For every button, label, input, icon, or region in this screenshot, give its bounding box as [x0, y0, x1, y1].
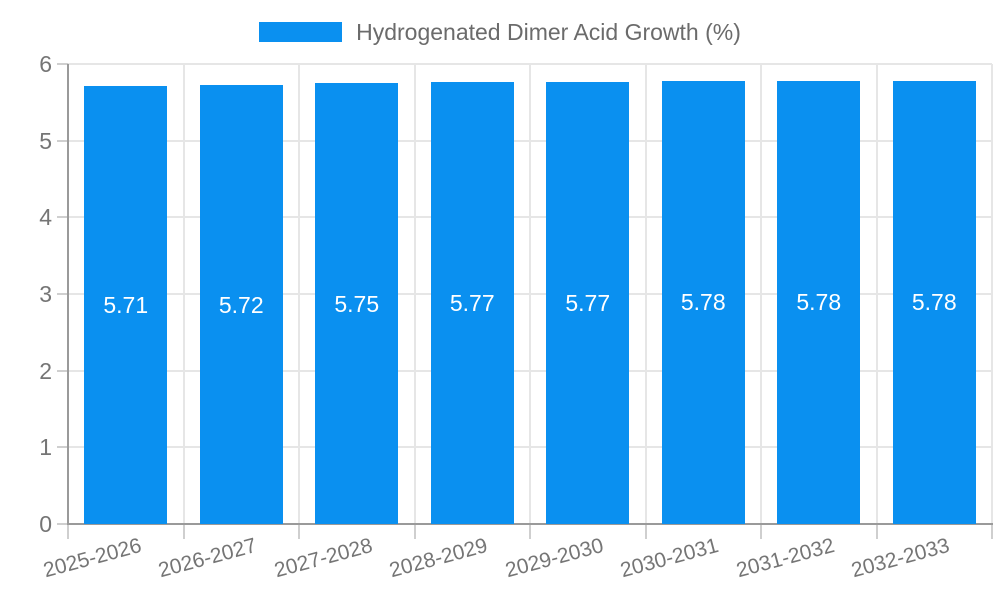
- x-gridline: [991, 64, 993, 524]
- x-gridline: [644, 64, 647, 524]
- x-tick-mark: [529, 524, 531, 539]
- x-gridline: [760, 64, 762, 524]
- y-axis-tick-label: 4: [39, 204, 52, 231]
- x-tick-mark: [182, 524, 185, 539]
- legend: Hydrogenated Dimer Acid Growth (%): [0, 20, 1000, 44]
- bar: [661, 80, 745, 524]
- bar: [315, 83, 399, 524]
- x-tick-mark: [413, 524, 416, 539]
- x-tick-mark: [875, 524, 878, 539]
- legend-label: Hydrogenated Dimer Acid Growth (%): [356, 19, 741, 45]
- x-gridline: [529, 64, 531, 524]
- y-tick-mark: [57, 369, 68, 372]
- bar: [430, 81, 514, 524]
- y-axis-tick-label: 6: [39, 51, 52, 77]
- x-gridline: [413, 64, 416, 524]
- y-axis-tick-label: 1: [39, 434, 52, 461]
- y-tick-mark: [57, 446, 68, 449]
- bar-value-label: 5.75: [334, 290, 380, 317]
- y-axis-tick-label: 3: [39, 281, 52, 307]
- y-axis-tick-label: 0: [39, 511, 52, 537]
- x-gridline: [182, 64, 185, 524]
- bar: [777, 80, 861, 524]
- bar: [892, 80, 976, 524]
- bar-value-label: 5.77: [565, 289, 611, 316]
- y-tick-mark: [57, 293, 68, 295]
- x-tick-mark: [644, 524, 647, 539]
- bar-value-label: 5.72: [218, 291, 264, 318]
- y-axis-tick-label: 2: [39, 357, 52, 384]
- bar-value-label: 5.78: [680, 289, 726, 316]
- x-axis-line: [67, 523, 993, 525]
- bar-value-label: 5.78: [911, 289, 957, 316]
- y-axis-tick-label: 5: [39, 127, 52, 154]
- y-axis-line: [67, 64, 69, 524]
- x-tick-mark: [760, 524, 762, 539]
- y-tick-mark: [57, 63, 68, 65]
- y-tick-mark: [57, 523, 68, 525]
- bar: [199, 85, 283, 524]
- x-tick-mark: [67, 524, 69, 539]
- bar: [546, 81, 630, 524]
- x-gridline: [298, 64, 300, 524]
- x-tick-mark: [298, 524, 300, 539]
- y-tick-mark: [57, 216, 68, 219]
- bar-value-label: 5.78: [796, 289, 842, 316]
- legend-swatch: [259, 22, 343, 42]
- x-gridline: [875, 64, 878, 524]
- bar-value-label: 5.77: [449, 289, 495, 316]
- y-tick-mark: [57, 139, 68, 142]
- x-tick-mark: [991, 524, 993, 539]
- bar: [84, 86, 168, 524]
- bar-value-label: 5.71: [103, 292, 149, 319]
